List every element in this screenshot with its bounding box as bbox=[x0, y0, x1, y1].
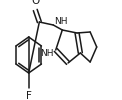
Text: F: F bbox=[26, 91, 32, 100]
Text: O: O bbox=[31, 0, 39, 6]
Text: NH: NH bbox=[40, 50, 54, 58]
Text: NH: NH bbox=[54, 18, 67, 26]
